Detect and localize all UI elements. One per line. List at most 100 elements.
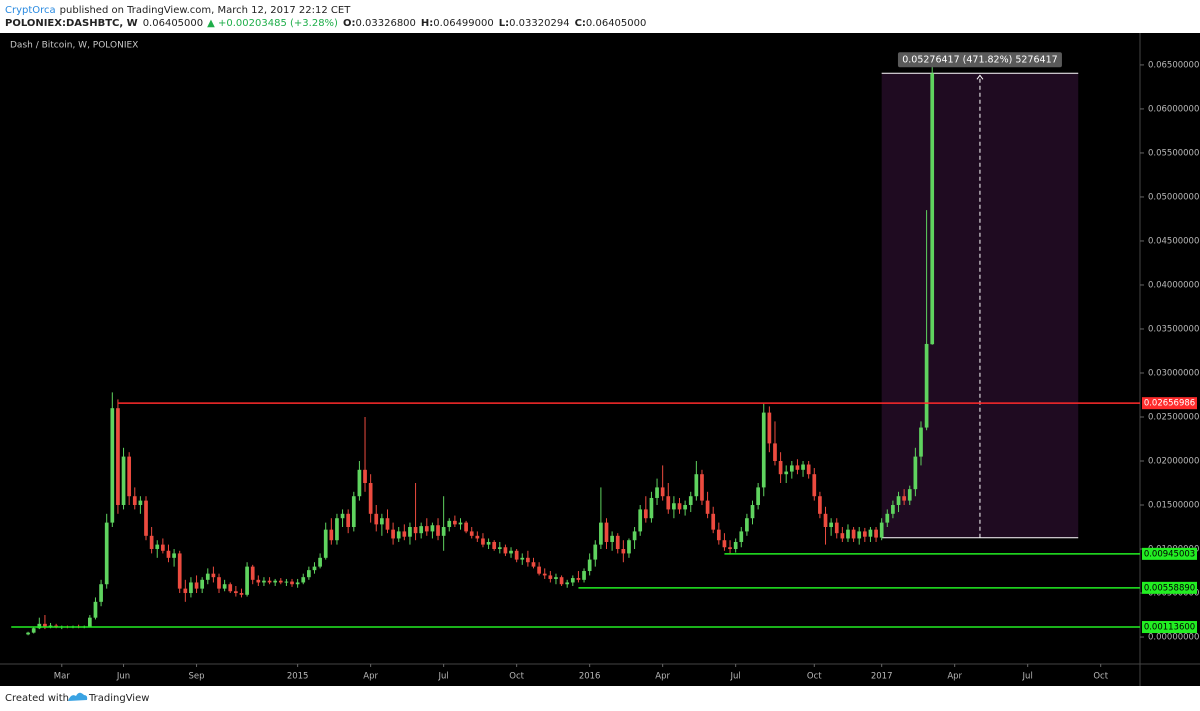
candle-body (391, 529, 395, 539)
x-tick-label: Mar (54, 672, 71, 682)
candle-body (896, 496, 901, 506)
candle-body (823, 513, 828, 528)
author[interactable]: CryptOrca (5, 5, 56, 16)
candle-body (716, 529, 721, 541)
candle-body (363, 469, 367, 484)
candle-body (278, 580, 283, 583)
candle-body (582, 571, 586, 580)
candle-body (554, 577, 558, 579)
candle-body (346, 513, 351, 528)
x-tick-label: Oct (1093, 672, 1108, 682)
candle-body (834, 522, 839, 534)
candle-body (688, 496, 693, 506)
candle-body (784, 471, 789, 475)
candle-body (295, 582, 300, 585)
y-tick-label: 0.04500000 (1148, 236, 1199, 246)
candle-body (542, 573, 547, 576)
candle-body (183, 588, 188, 594)
candle-body (846, 529, 850, 539)
candle-body (745, 518, 749, 532)
candle-body (503, 547, 508, 554)
candle-body (323, 529, 328, 558)
candle-body (733, 541, 738, 550)
candle-body (419, 526, 424, 534)
candle-body (194, 582, 199, 589)
candle-body (189, 582, 193, 594)
candle-body (587, 559, 592, 572)
brand-logo (68, 692, 88, 701)
level-label-box (1142, 547, 1197, 560)
candle-body (756, 487, 760, 506)
candle-body (144, 500, 148, 536)
candle-body (700, 474, 704, 501)
candle-body (234, 591, 238, 594)
candle-body (531, 562, 536, 567)
candle-body (593, 544, 598, 560)
candle-body (829, 522, 833, 528)
candle-body (217, 577, 221, 589)
candle-body (402, 531, 407, 537)
published: published on TradingView.com, March 12, … (60, 5, 352, 16)
candle-body (520, 557, 525, 560)
candle-body (228, 584, 233, 592)
ohlc-value: 0.06499000 (433, 18, 493, 29)
x-tick-label: Jul (438, 672, 449, 682)
candle-body (200, 579, 205, 589)
candle-body (396, 531, 401, 539)
level-label: 0.02656986 (1144, 399, 1195, 409)
candle-body (37, 623, 42, 629)
candle-body (565, 582, 570, 585)
symbol: POLONIEX:DASHBTC, W (5, 18, 138, 29)
candle-body (127, 456, 132, 497)
x-tick-label: Jun (116, 672, 130, 682)
candle-body (368, 483, 373, 514)
candle-body (374, 513, 379, 525)
candle-body (795, 465, 800, 470)
ohlc-value: 0.03326800 (355, 18, 415, 29)
candle-body (116, 408, 120, 506)
candle-body (301, 577, 306, 583)
ohlc-value: 0.03320294 (509, 18, 569, 29)
candle-body (840, 533, 845, 539)
candle-body (161, 544, 165, 551)
candle-body (599, 522, 603, 545)
candle-body (812, 474, 817, 497)
footer-brand[interactable]: TradingView (88, 693, 149, 704)
candle-body (632, 531, 637, 541)
x-tick-label: 2015 (287, 672, 309, 682)
candle-body (408, 527, 412, 537)
candle-body (335, 518, 339, 541)
candle-body (138, 500, 143, 506)
y-tick-label: 0.02500000 (1148, 412, 1199, 422)
candle-body (930, 73, 935, 345)
level-label-box (1142, 581, 1197, 594)
y-tick-label: 0.03000000 (1148, 368, 1199, 378)
candle-body (447, 520, 452, 528)
ohlc-key: H: (421, 18, 433, 29)
candle-body (655, 487, 659, 498)
candle-body (93, 601, 98, 618)
candle-body (514, 550, 519, 560)
level-label-box (1142, 621, 1197, 634)
candle-body (205, 573, 210, 580)
ohlc-key: O: (343, 18, 356, 29)
candle-body (475, 535, 480, 539)
candle-body (868, 529, 873, 537)
candle-body (211, 573, 216, 578)
candle-body (537, 566, 541, 574)
y-tick-label: 0.01500000 (1148, 501, 1199, 511)
price: 0.06405000 (143, 18, 203, 29)
candle-body (121, 456, 126, 506)
candle-body (43, 623, 47, 627)
candle-body (874, 529, 878, 538)
candle-body (666, 496, 671, 510)
candle-body (677, 503, 682, 510)
candle-body (469, 531, 474, 536)
ohlc-key: L: (499, 18, 509, 29)
candle-body (789, 465, 794, 472)
y-tick-label: 0.03500000 (1148, 324, 1199, 334)
candle-body (497, 547, 502, 550)
candle-body (649, 497, 654, 519)
candle-body (902, 496, 906, 501)
